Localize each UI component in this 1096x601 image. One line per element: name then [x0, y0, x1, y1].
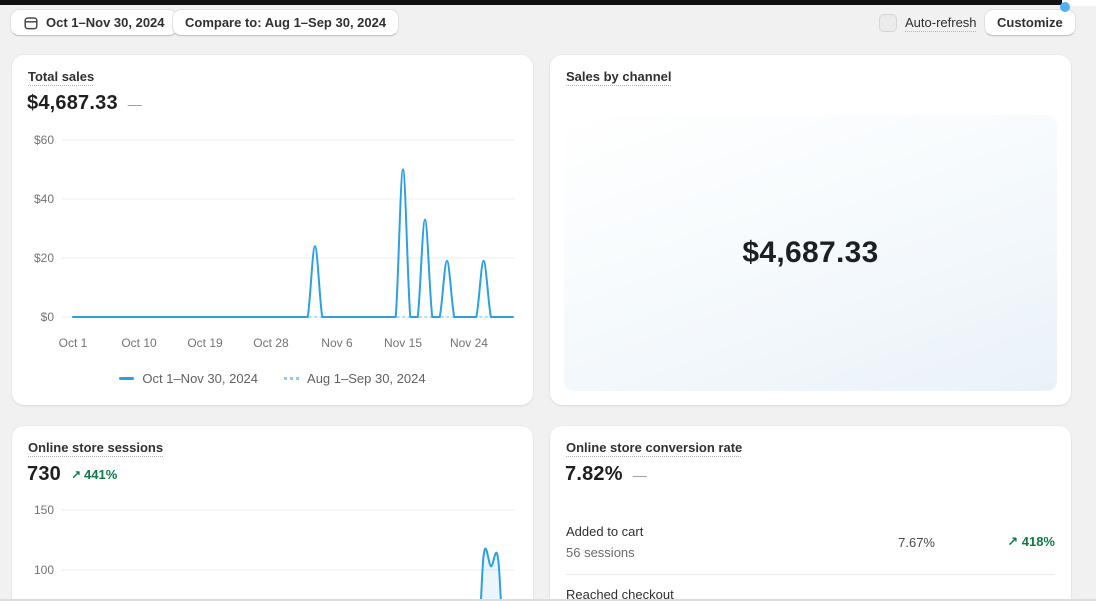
- svg-text:$20: $20: [34, 251, 54, 265]
- legend-comparison-label: Aug 1–Sep 30, 2024: [307, 371, 426, 386]
- svg-text:$60: $60: [34, 133, 54, 147]
- date-range-button[interactable]: Oct 1–Nov 30, 2024: [10, 9, 178, 36]
- legend-item-current: Oct 1–Nov 30, 2024: [119, 371, 258, 386]
- notification-dot: [1060, 2, 1070, 12]
- sessions-change: 441%: [84, 467, 118, 482]
- svg-text:150: 150: [34, 503, 54, 517]
- total-sales-value: $4,687.33: [27, 92, 118, 114]
- svg-text:Oct 19: Oct 19: [187, 336, 223, 350]
- svg-text:Nov 24: Nov 24: [450, 336, 488, 350]
- svg-text:Oct 28: Oct 28: [253, 336, 289, 350]
- conversion-funnel: Added to cart 56 sessions 7.67% ↗ 418% Reach…: [566, 512, 1055, 601]
- funnel-step-label: Added to cart: [566, 524, 644, 539]
- customize-label: Customize: [997, 15, 1063, 30]
- date-range-label: Oct 1–Nov 30, 2024: [46, 15, 165, 30]
- auto-refresh-checkbox[interactable]: [879, 13, 897, 32]
- sessions-line-chart: 150 100: [34, 503, 515, 601]
- sales-by-channel-panel: $4,687.33: [564, 115, 1057, 391]
- calendar-icon: [24, 16, 38, 29]
- funnel-step-rate: 7.67%: [898, 534, 935, 550]
- svg-text:Oct 10: Oct 10: [121, 336, 157, 350]
- conversion-rate-card: Online store conversion rate 7.82% — Add…: [550, 426, 1071, 601]
- sales-by-channel-value: $4,687.33: [742, 236, 879, 269]
- svg-text:$0: $0: [41, 310, 55, 324]
- legend-dotted-line-swatch: [284, 377, 300, 380]
- funnel-row: Reached checkout: [566, 574, 1055, 601]
- conversion-rate-value: 7.82%: [565, 463, 623, 485]
- total-sales-card: Total sales $4,687.33 — $0 $20 $40 $60 Oct 1…: [12, 55, 533, 405]
- sessions-value: 730: [27, 463, 61, 485]
- sales-by-channel-card: Sales by channel $4,687.33: [550, 55, 1071, 405]
- up-arrow-icon: ↗: [70, 467, 82, 482]
- auto-refresh-toggle[interactable]: Auto-refresh: [879, 9, 977, 36]
- svg-text:$40: $40: [34, 192, 54, 206]
- total-sales-change: —: [127, 95, 142, 112]
- svg-text:Nov 6: Nov 6: [321, 336, 353, 350]
- window-top-corner: [1062, 0, 1096, 6]
- conversion-rate-change: —: [632, 466, 647, 483]
- customize-button[interactable]: Customize: [984, 9, 1076, 36]
- funnel-step-label: Reached checkout: [566, 587, 674, 601]
- legend-item-comparison: Aug 1–Sep 30, 2024: [284, 371, 426, 386]
- online-store-sessions-title[interactable]: Online store sessions: [28, 440, 164, 455]
- svg-text:100: 100: [34, 563, 54, 577]
- online-store-sessions-card: Online store sessions 730 ↗ 441% 150 100: [12, 426, 533, 601]
- total-sales-title[interactable]: Total sales: [28, 69, 95, 84]
- sessions-delta: ↗ 441%: [71, 467, 117, 482]
- legend-solid-line-swatch: [119, 377, 135, 380]
- svg-text:Nov 15: Nov 15: [384, 336, 422, 350]
- funnel-step-sessions: 56 sessions: [566, 545, 635, 560]
- viewport-bottom-edge: [0, 599, 1096, 601]
- funnel-step-change: ↗ 418%: [1007, 534, 1055, 549]
- window-top-edge: [0, 0, 1063, 5]
- total-sales-legend: Oct 1–Nov 30, 2024 Aug 1–Sep 30, 2024: [12, 371, 533, 386]
- total-sales-line-chart: $0 $20 $40 $60 Oct 1 Oct 10 Oct 19 Oct 28 Nov 6 N…: [34, 133, 515, 350]
- compare-to-button[interactable]: Compare to: Aug 1–Sep 30, 2024: [172, 9, 400, 36]
- svg-text:Oct 1: Oct 1: [59, 336, 88, 350]
- legend-current-label: Oct 1–Nov 30, 2024: [142, 371, 259, 386]
- auto-refresh-label: Auto-refresh: [905, 15, 977, 30]
- funnel-row: Added to cart 56 sessions 7.67% ↗ 418%: [566, 512, 1055, 574]
- sales-by-channel-title[interactable]: Sales by channel: [566, 69, 672, 84]
- compare-to-label: Compare to: Aug 1–Sep 30, 2024: [185, 15, 387, 30]
- conversion-rate-title[interactable]: Online store conversion rate: [566, 440, 743, 455]
